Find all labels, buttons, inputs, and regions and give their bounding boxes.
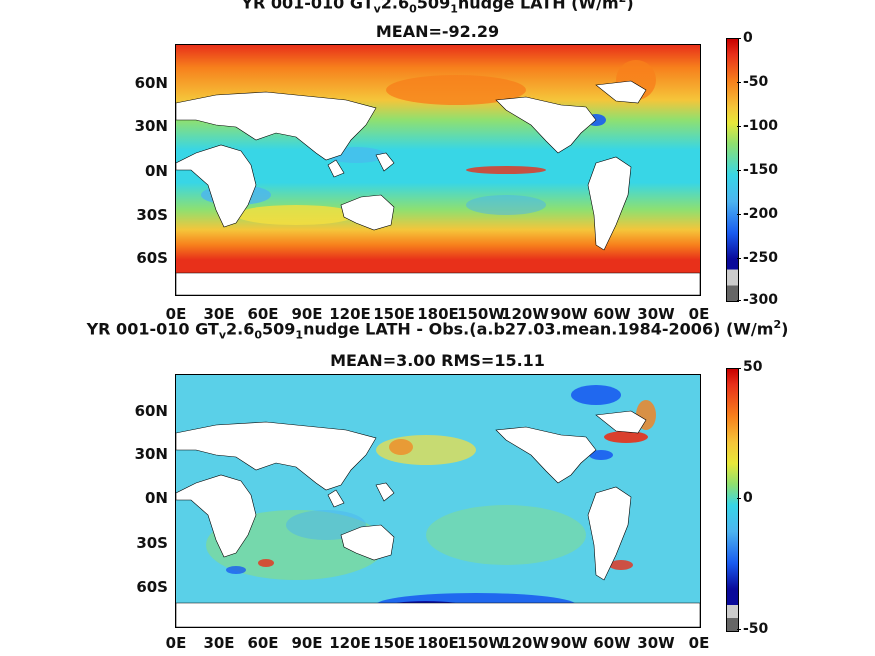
lat-tick: 0N xyxy=(145,489,168,507)
top-map-title: YR 001-010 GTv2.605091nudge LATH (W/m2) xyxy=(241,0,634,16)
lon-tick: 90W xyxy=(550,634,588,652)
lon-tick: 150E xyxy=(373,634,415,652)
lon-tick: 0E xyxy=(165,634,187,652)
lon-tick: 0E xyxy=(688,634,710,652)
bottom-map-subtitle: MEAN=3.00 RMS=15.11 xyxy=(330,351,545,370)
lon-tick: 150W xyxy=(457,634,505,652)
lon-tick: 0E xyxy=(688,305,710,323)
top-map-subtitle: MEAN=-92.29 xyxy=(375,22,500,41)
colorbar-tick: -150 xyxy=(743,162,779,178)
colorbar-tick: 50 xyxy=(743,359,763,375)
bottom-map-svg xyxy=(176,375,700,627)
bottom-map-title: YR 001-010 GTv2.605091nudge LATH - Obs.(… xyxy=(86,318,789,342)
lon-tick: 30E xyxy=(203,305,235,323)
lon-tick: 120E xyxy=(329,634,371,652)
colorbar-tick: -300 xyxy=(743,292,779,308)
bottom-map-plot xyxy=(175,374,701,628)
top-map-plot xyxy=(175,44,701,296)
lat-tick: 0N xyxy=(145,162,168,180)
lat-tick: 30S xyxy=(136,534,168,552)
lon-tick: 30W xyxy=(637,305,675,323)
lat-tick: 30N xyxy=(134,117,168,135)
colorbar-tick: 0 xyxy=(743,490,753,506)
lat-tick: 60N xyxy=(134,74,168,92)
lat-tick: 30S xyxy=(136,206,168,224)
lon-tick: 120E xyxy=(329,305,371,323)
lon-tick: 60W xyxy=(593,305,631,323)
lon-tick: 60E xyxy=(247,305,279,323)
top-map-svg xyxy=(176,45,700,295)
lon-tick: 150E xyxy=(373,305,415,323)
colorbar-tick: -200 xyxy=(743,206,779,222)
lon-tick: 90W xyxy=(550,305,588,323)
lon-tick: 180E xyxy=(417,634,459,652)
bottom-colorbar xyxy=(726,368,739,632)
bottom-continents xyxy=(176,410,700,627)
lon-tick: 150W xyxy=(457,305,505,323)
lon-tick: 60E xyxy=(247,634,279,652)
lon-tick: 120W xyxy=(501,305,549,323)
lon-tick: 30W xyxy=(637,634,675,652)
lon-tick: 180E xyxy=(417,305,459,323)
lat-tick: 30N xyxy=(134,445,168,463)
lon-tick: 0E xyxy=(165,305,187,323)
top-continents xyxy=(176,80,700,295)
colorbar-tick: -250 xyxy=(743,250,779,266)
colorbar-tick: -50 xyxy=(743,621,769,637)
lon-tick: 30E xyxy=(203,634,235,652)
lat-tick: 60S xyxy=(136,578,168,596)
lon-tick: 60W xyxy=(593,634,631,652)
lon-tick: 90E xyxy=(291,634,323,652)
colorbar-tick: -100 xyxy=(743,118,779,134)
lat-tick: 60S xyxy=(136,249,168,267)
lon-tick: 120W xyxy=(501,634,549,652)
lon-tick: 90E xyxy=(291,305,323,323)
colorbar-tick: -50 xyxy=(743,74,769,90)
lat-tick: 60N xyxy=(134,402,168,420)
colorbar-tick: 0 xyxy=(743,30,753,46)
